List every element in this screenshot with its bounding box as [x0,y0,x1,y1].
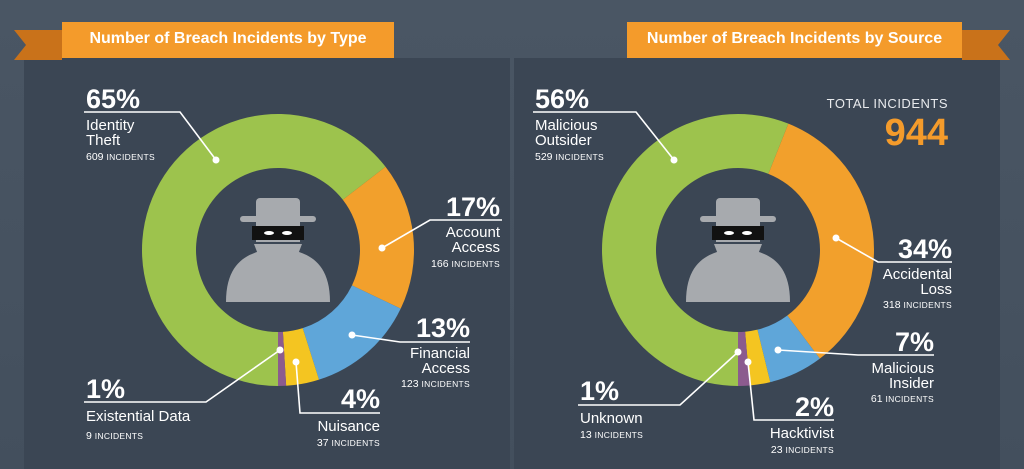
donut-slice-malicious-outsider [602,114,789,387]
donut-slice-accidental-loss [768,123,874,359]
leader-dot [378,244,386,252]
slice-percent: 34% [897,234,952,264]
slice-label: Hacktivist [769,425,834,442]
leader-line [747,361,834,421]
donut-slice-malicious-insider [757,315,820,383]
slice-label: Nuisance [317,418,380,435]
leader-dot [276,346,284,354]
slice-label: Existential Data [86,408,191,425]
ribbon-left [14,22,394,60]
leader-lines-left [84,111,502,414]
spy-figure-icon [226,198,330,302]
donut-slice-account-access [342,166,414,309]
slice-label: Outsider [535,132,592,149]
chart-title-type: Number of Breach Incidents by Type [89,30,367,47]
slice-label: Identity [86,117,135,134]
leader-line [578,351,739,406]
slice-label: Access [421,360,470,377]
slice-percent: 2% [794,392,834,422]
slice-label: Financial [409,345,470,362]
total-incidents-value: 944 [884,112,948,154]
slice-incidents: 23 INCIDENTS [770,444,834,456]
slice-label: Accidental [882,266,952,283]
leader-dot [212,156,220,164]
slice-percent: 17% [445,192,500,222]
slice-label: Insider [888,375,934,392]
leader-line [351,334,470,343]
slice-percent: 4% [340,384,380,414]
leader-lines-right [533,111,952,421]
leader-dot [670,156,678,164]
slice-incidents: 318 INCIDENTS [883,299,952,311]
donut-slice-existential-data [278,331,287,386]
total-incidents-label: TOTAL INCIDENTS [826,96,948,111]
slice-label: Malicious [535,117,598,134]
spy-figure-icon [686,198,790,302]
leader-dot [348,331,356,339]
leader-line [84,349,281,403]
donut-slice-nuisance [282,328,319,386]
donut-chart-source [602,114,874,387]
slice-label: Unknown [580,410,643,427]
leader-dots [212,156,840,366]
slice-label: Malicious [871,360,934,377]
chart-title-source: Number of Breach Incidents by Source [646,30,943,47]
slice-label: Loss [920,281,952,298]
leader-dot [744,358,752,366]
slice-incidents: 9 INCIDENTS [86,430,144,442]
leader-dot [734,348,742,356]
slice-label: Theft [86,132,121,149]
leader-line [295,361,380,414]
slice-percent: 1% [86,374,126,404]
leader-line [533,111,675,161]
slice-incidents: 61 INCIDENTS [870,393,934,405]
leader-dot [774,346,782,354]
slice-incidents: 13 INCIDENTS [580,429,644,441]
leader-line [381,219,502,249]
leader-line [84,111,217,161]
ribbon-right [627,22,1010,60]
donut-slice-hacktivist [745,329,771,386]
slice-incidents: 609 INCIDENTS [86,151,155,163]
leader-dot [832,234,840,242]
slice-label: Account [445,224,500,241]
slice-incidents: 123 INCIDENTS [401,378,470,390]
donut-slice-identity-theft [142,113,386,387]
leader-line [835,237,952,263]
slice-percent: 65% [86,84,141,114]
slice-percent: 56% [535,84,590,114]
slice-percent: 7% [894,327,934,357]
slice-incidents: 37 INCIDENTS [316,437,380,449]
slice-percent: 13% [415,313,470,343]
slice-label: Access [451,239,500,256]
slice-incidents: 166 INCIDENTS [431,258,500,270]
donut-slice-unknown [738,331,750,386]
slice-incidents: 529 INCIDENTS [535,151,604,163]
leader-dot [292,358,300,366]
slice-percent: 1% [580,376,620,406]
leader-line [777,349,934,356]
